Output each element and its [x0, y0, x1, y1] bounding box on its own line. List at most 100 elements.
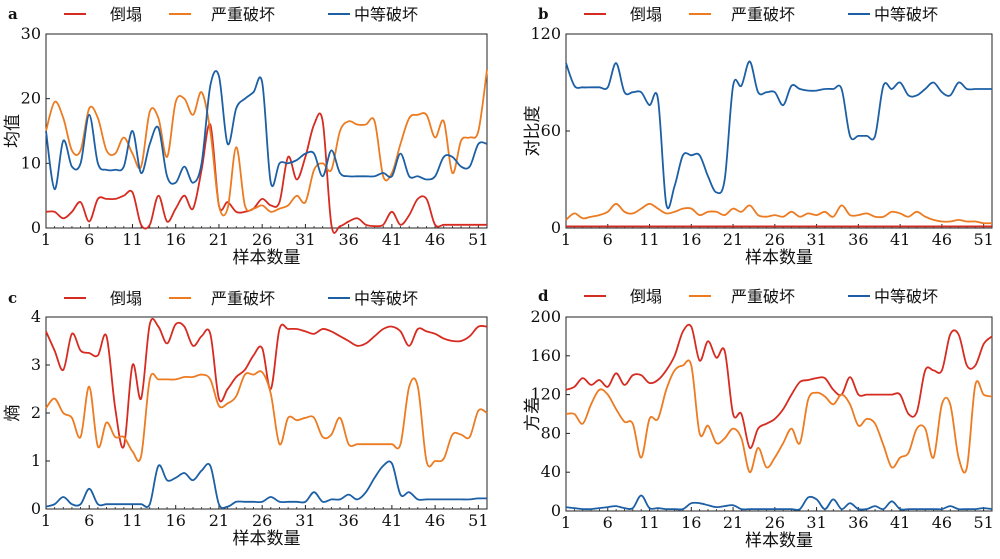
x-axis-label: 样本数量 [233, 248, 301, 268]
x-tick-label: 41 [382, 230, 402, 249]
x-tick-label: 26 [765, 513, 785, 532]
x-tick-label: 36 [338, 511, 358, 530]
x-tick-label: 31 [295, 511, 315, 530]
panel-letter: c [8, 289, 17, 307]
series-line-1 [45, 112, 487, 234]
x-tick-label: 11 [122, 511, 142, 530]
x-tick-label: 36 [848, 513, 868, 532]
legend-label-1: 倒塌 [630, 287, 662, 306]
x-tick-label: 31 [806, 513, 826, 532]
y-axis-label: 对比度 [523, 106, 543, 157]
x-tick-label: 46 [932, 230, 952, 249]
x-tick-label: 26 [252, 511, 272, 530]
series-line-1 [565, 323, 993, 449]
legend-label-2: 严重破坏 [731, 5, 795, 24]
y-tick-label: 0 [31, 218, 41, 237]
x-tick-label: 26 [765, 230, 785, 249]
series-line-3 [565, 494, 993, 511]
legend-label-3: 中等破坏 [354, 289, 418, 308]
legend-label-1: 倒塌 [110, 5, 142, 24]
y-tick-label: 0 [551, 501, 561, 520]
x-tick-label: 1 [41, 511, 51, 530]
x-tick-label: 6 [84, 230, 94, 249]
x-tick-label: 41 [382, 511, 402, 530]
x-tick-label: 6 [603, 230, 613, 249]
legend-label-2: 严重破坏 [211, 289, 275, 308]
y-tick-label: 30 [21, 24, 41, 43]
y-axis-label: 方差 [523, 397, 543, 431]
x-tick-label: 51 [468, 230, 488, 249]
legend-label-1: 倒塌 [630, 5, 662, 24]
y-tick-label: 4 [31, 307, 41, 326]
x-tick-label: 31 [806, 230, 826, 249]
x-tick-label: 51 [973, 513, 993, 532]
series-line-3 [45, 460, 488, 509]
x-tick-label: 51 [468, 511, 488, 530]
x-tick-label: 46 [932, 513, 952, 532]
y-tick-label: 120 [530, 385, 561, 404]
plot-frame [565, 33, 993, 229]
legend: 倒塌 严重破坏 中等破坏 [64, 5, 418, 24]
x-tick-label: 1 [561, 513, 571, 532]
y-tick-label: 80 [541, 423, 561, 442]
y-tick-label: 0 [551, 218, 561, 237]
y-tick-label: 20 [21, 89, 41, 108]
legend-label-2: 严重破坏 [211, 5, 275, 24]
x-tick-label: 16 [166, 230, 186, 249]
x-tick-label: 31 [295, 230, 315, 249]
x-tick-label: 41 [890, 230, 910, 249]
y-tick-label: 2 [31, 403, 41, 422]
legend-label-1: 倒塌 [110, 289, 142, 308]
y-tick-label: 1 [31, 451, 41, 470]
y-axis-label: 熵 [3, 405, 23, 422]
series-line-3 [45, 70, 488, 191]
y-tick-label: 120 [530, 24, 561, 43]
series-line-2 [45, 370, 488, 468]
legend-label-3: 中等破坏 [874, 287, 938, 306]
x-axis-label: 样本数量 [233, 529, 301, 549]
y-axis-label: 均值 [3, 114, 23, 148]
legend: 倒塌 严重破坏 中等破坏 [584, 5, 938, 24]
y-tick-label: 10 [21, 153, 41, 172]
series-line-3 [565, 60, 992, 210]
legend: 倒塌 严重破坏 中等破坏 [584, 287, 938, 306]
x-tick-label: 41 [890, 513, 910, 532]
x-tick-label: 51 [973, 230, 993, 249]
x-tick-label: 36 [338, 230, 358, 249]
x-tick-label: 16 [166, 511, 186, 530]
x-tick-label: 21 [209, 230, 229, 249]
y-tick-label: 40 [541, 462, 561, 481]
x-tick-label: 1 [41, 230, 51, 249]
x-tick-label: 1 [561, 230, 571, 249]
x-tick-label: 21 [209, 511, 229, 530]
x-tick-label: 46 [425, 230, 445, 249]
y-tick-label: 0 [31, 499, 41, 518]
panel-letter: d [538, 287, 549, 305]
x-axis-label: 样本数量 [745, 531, 813, 551]
series-line-2 [45, 69, 488, 217]
panel-letter: a [8, 5, 18, 23]
x-tick-label: 46 [425, 511, 445, 530]
legend-label-3: 中等破坏 [874, 5, 938, 24]
x-tick-label: 36 [848, 230, 868, 249]
panel-letter: b [538, 5, 549, 23]
y-tick-label: 60 [541, 121, 561, 140]
x-tick-label: 21 [723, 230, 743, 249]
x-tick-label: 21 [723, 513, 743, 532]
series-line-2 [565, 359, 993, 474]
x-tick-label: 11 [122, 230, 142, 249]
x-axis-label: 样本数量 [745, 248, 813, 268]
x-tick-label: 6 [603, 513, 613, 532]
x-tick-label: 11 [639, 513, 659, 532]
x-tick-label: 16 [681, 513, 701, 532]
y-tick-label: 160 [530, 346, 561, 365]
legend-label-3: 中等破坏 [354, 5, 418, 24]
series-line-2 [565, 202, 993, 225]
y-tick-label: 200 [530, 307, 561, 326]
